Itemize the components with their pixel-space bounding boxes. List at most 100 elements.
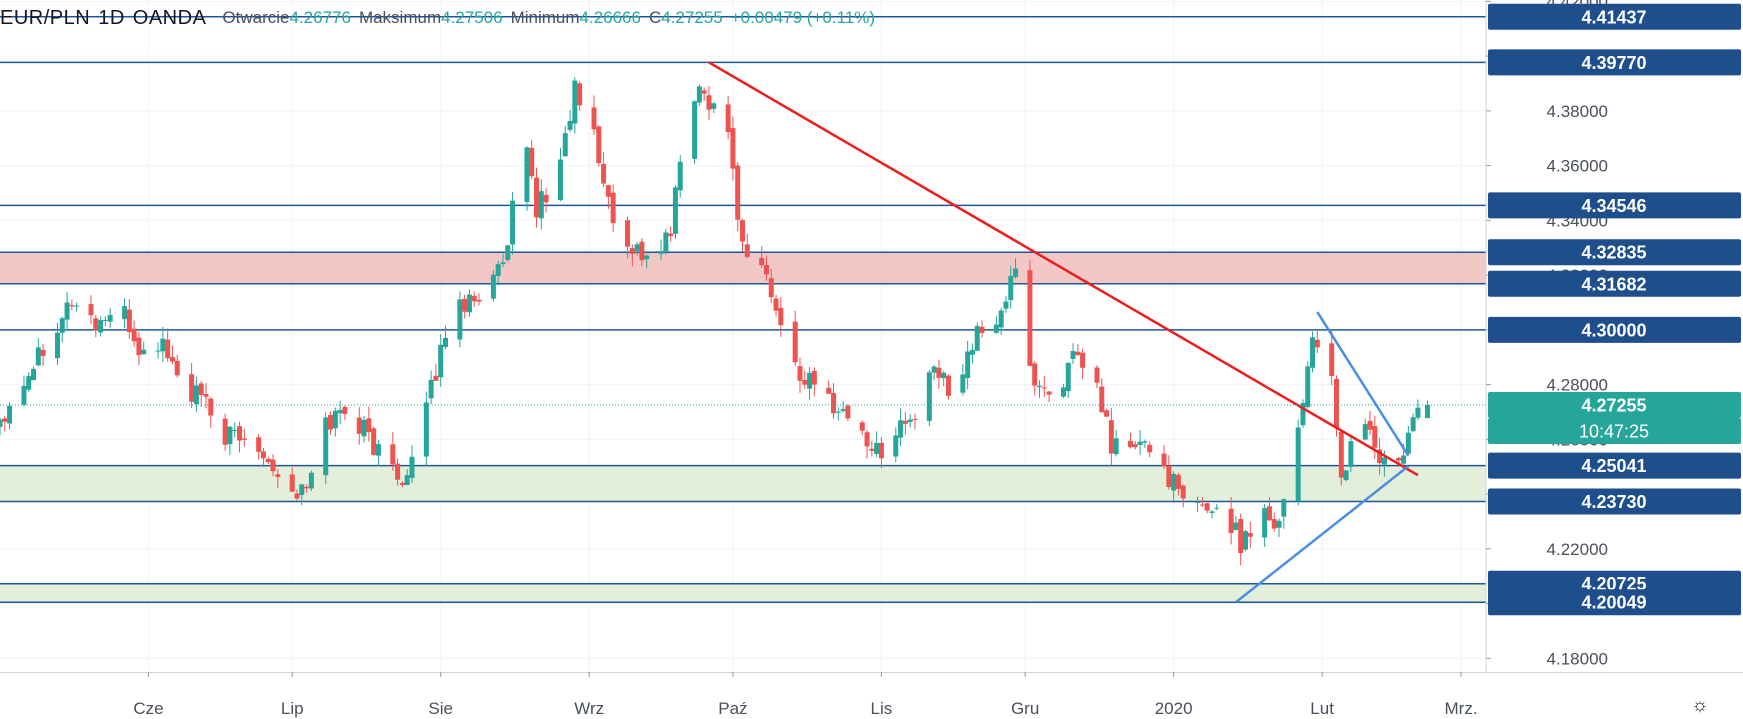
candle-down — [773, 298, 779, 311]
candle-up — [634, 244, 640, 251]
candle-up — [898, 420, 904, 438]
candle-down — [1180, 485, 1186, 499]
legend-high-value: 4.27506 — [441, 8, 503, 27]
candle-up — [1037, 385, 1042, 388]
candle-up — [692, 101, 698, 159]
candle-down — [1075, 351, 1081, 356]
candle-down — [1080, 352, 1086, 368]
candle-up — [524, 147, 530, 203]
candle-up — [160, 338, 166, 352]
candle-down — [1334, 378, 1339, 429]
candle-up — [941, 372, 947, 379]
candle-down — [1032, 363, 1038, 386]
candle-up — [1142, 441, 1148, 443]
candle-down — [1372, 426, 1378, 448]
candle-up — [122, 306, 128, 320]
candle-down — [1238, 519, 1244, 554]
time-tick-label: Lut — [1310, 699, 1334, 718]
candle-down — [390, 444, 396, 465]
candle-down — [270, 459, 276, 472]
level-price-label: 4.39770 — [1581, 53, 1646, 73]
candle-up — [1209, 511, 1215, 514]
candle-up — [74, 305, 80, 307]
candle-down — [1128, 440, 1134, 448]
candle-up — [54, 332, 60, 359]
candle-down — [328, 414, 334, 430]
candle-down — [610, 192, 616, 224]
candle-up — [1065, 362, 1071, 392]
time-axis[interactable]: Cze Lip Sie Wrz Paź Lis Gru 2020 Lut Mrz. — [0, 672, 1743, 719]
candle-down — [778, 307, 784, 326]
legend-open-label: Otwarcie — [222, 8, 290, 27]
candle-down — [543, 194, 549, 203]
candle-up — [299, 484, 305, 495]
last-price-label: 4.27255 — [1581, 395, 1646, 415]
candle-up — [1415, 407, 1421, 418]
candle-down — [1199, 504, 1205, 506]
chart-grid — [0, 0, 1485, 672]
candle-up — [1425, 404, 1431, 419]
countdown-label: 10:47:25 — [1579, 421, 1649, 441]
candle-down — [433, 375, 439, 381]
candle-up — [960, 374, 966, 393]
time-tick-label: Mrz. — [1445, 699, 1478, 718]
level-price-label: 4.20049 — [1581, 593, 1646, 613]
candle-down — [596, 126, 602, 164]
level-price-label: 4.30000 — [1581, 320, 1646, 340]
candle-up — [998, 310, 1004, 328]
legend-symbol[interactable]: EUR/PLN — [0, 6, 91, 29]
candle-up — [562, 133, 568, 157]
candle-up — [361, 419, 367, 437]
candle-down — [979, 326, 985, 333]
candle-down — [189, 374, 195, 402]
candle-up — [1410, 417, 1416, 432]
candle-up — [193, 385, 199, 405]
candle-up — [21, 385, 27, 405]
candle-down — [1204, 503, 1210, 511]
candle-up — [308, 472, 314, 489]
candle-up — [59, 318, 65, 333]
candle-down — [1329, 343, 1335, 376]
candle-up — [1281, 499, 1287, 517]
candle-up — [495, 264, 501, 276]
candle-down — [69, 304, 75, 307]
candle-down — [529, 147, 535, 177]
candle-down — [1094, 367, 1100, 383]
candle-up — [323, 417, 329, 476]
candle-up — [227, 426, 233, 445]
candle-down — [395, 463, 401, 480]
candle-up — [1214, 507, 1220, 509]
resistance-zone — [0, 252, 1486, 284]
level-price-label-background — [1488, 488, 1741, 515]
candle-down — [1027, 270, 1033, 366]
candle-up — [0, 419, 3, 427]
countdown-label-background — [1488, 417, 1741, 444]
candle-down — [203, 394, 209, 397]
candle-up — [428, 379, 434, 399]
candle-down — [725, 104, 731, 133]
gear-icon[interactable]: ☼ — [1691, 695, 1709, 716]
legend-close-label: C — [648, 8, 662, 27]
candle-down — [399, 482, 405, 485]
candle-up — [490, 274, 496, 299]
candle-down — [1228, 508, 1234, 533]
candle-down — [831, 392, 837, 414]
candle-down — [936, 367, 942, 378]
candle-down — [735, 165, 741, 220]
level-price-label-background — [1488, 3, 1741, 30]
candle-up — [663, 232, 669, 252]
level-price-label-background — [1488, 270, 1741, 297]
candle-up — [1343, 470, 1349, 481]
candle-up — [696, 86, 702, 103]
candle-up — [538, 191, 544, 219]
candle-up — [1310, 337, 1316, 368]
candle-down — [241, 438, 247, 440]
candle-down — [639, 241, 645, 261]
price-tick-label: 4.28000 — [1547, 376, 1608, 395]
candle-up — [644, 255, 650, 260]
candle-down — [462, 298, 468, 312]
time-tick-label: Paź — [718, 699, 747, 718]
candle-up — [677, 161, 683, 191]
candle-down — [625, 220, 631, 247]
